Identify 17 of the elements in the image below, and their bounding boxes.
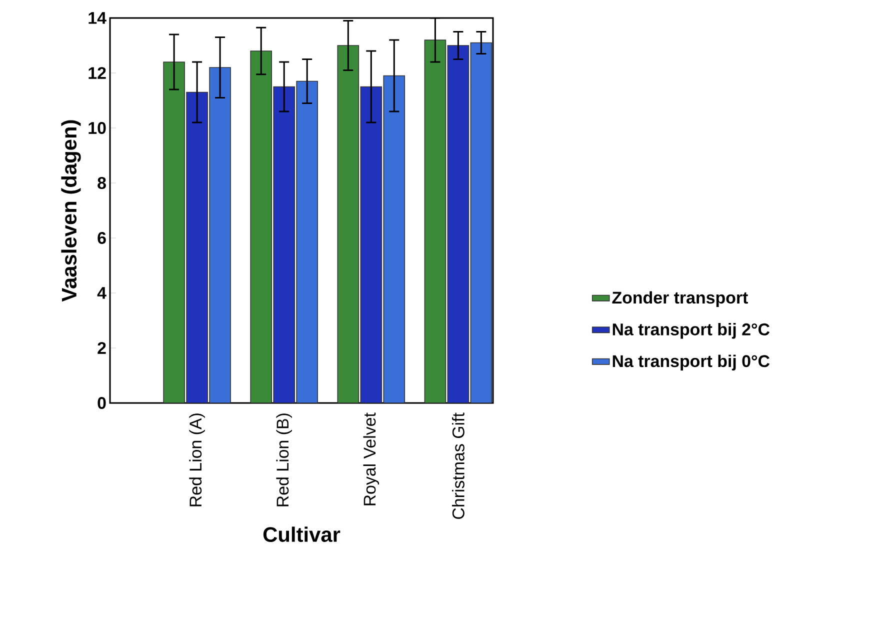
x-tick-label: Red Lion (B) <box>276 414 292 506</box>
y-tick-label: 10 <box>88 122 106 134</box>
y-tick-label: 12 <box>88 67 106 79</box>
y-axis-title: Vaasleven (dagen) <box>61 120 81 302</box>
legend-label: Na transport bij 0°C <box>612 354 770 370</box>
x-tick-label: Red Lion (A) <box>189 414 205 506</box>
y-tick-label: 8 <box>98 176 106 189</box>
y-tick-label: 6 <box>98 232 106 244</box>
y-tick-label: 14 <box>88 12 106 24</box>
legend-label: Zonder transport <box>612 291 748 307</box>
x-axis-title: Cultivar <box>263 526 340 542</box>
y-tick-label: 0 <box>98 396 106 409</box>
y-tick-label: 2 <box>98 342 106 354</box>
x-tick-label: Christmas Gift <box>452 412 464 519</box>
y-tick-label: 4 <box>97 287 106 299</box>
x-tick-label: Royal Velvet <box>363 412 380 506</box>
legend-label: Na transport bij 2°C <box>612 322 770 339</box>
